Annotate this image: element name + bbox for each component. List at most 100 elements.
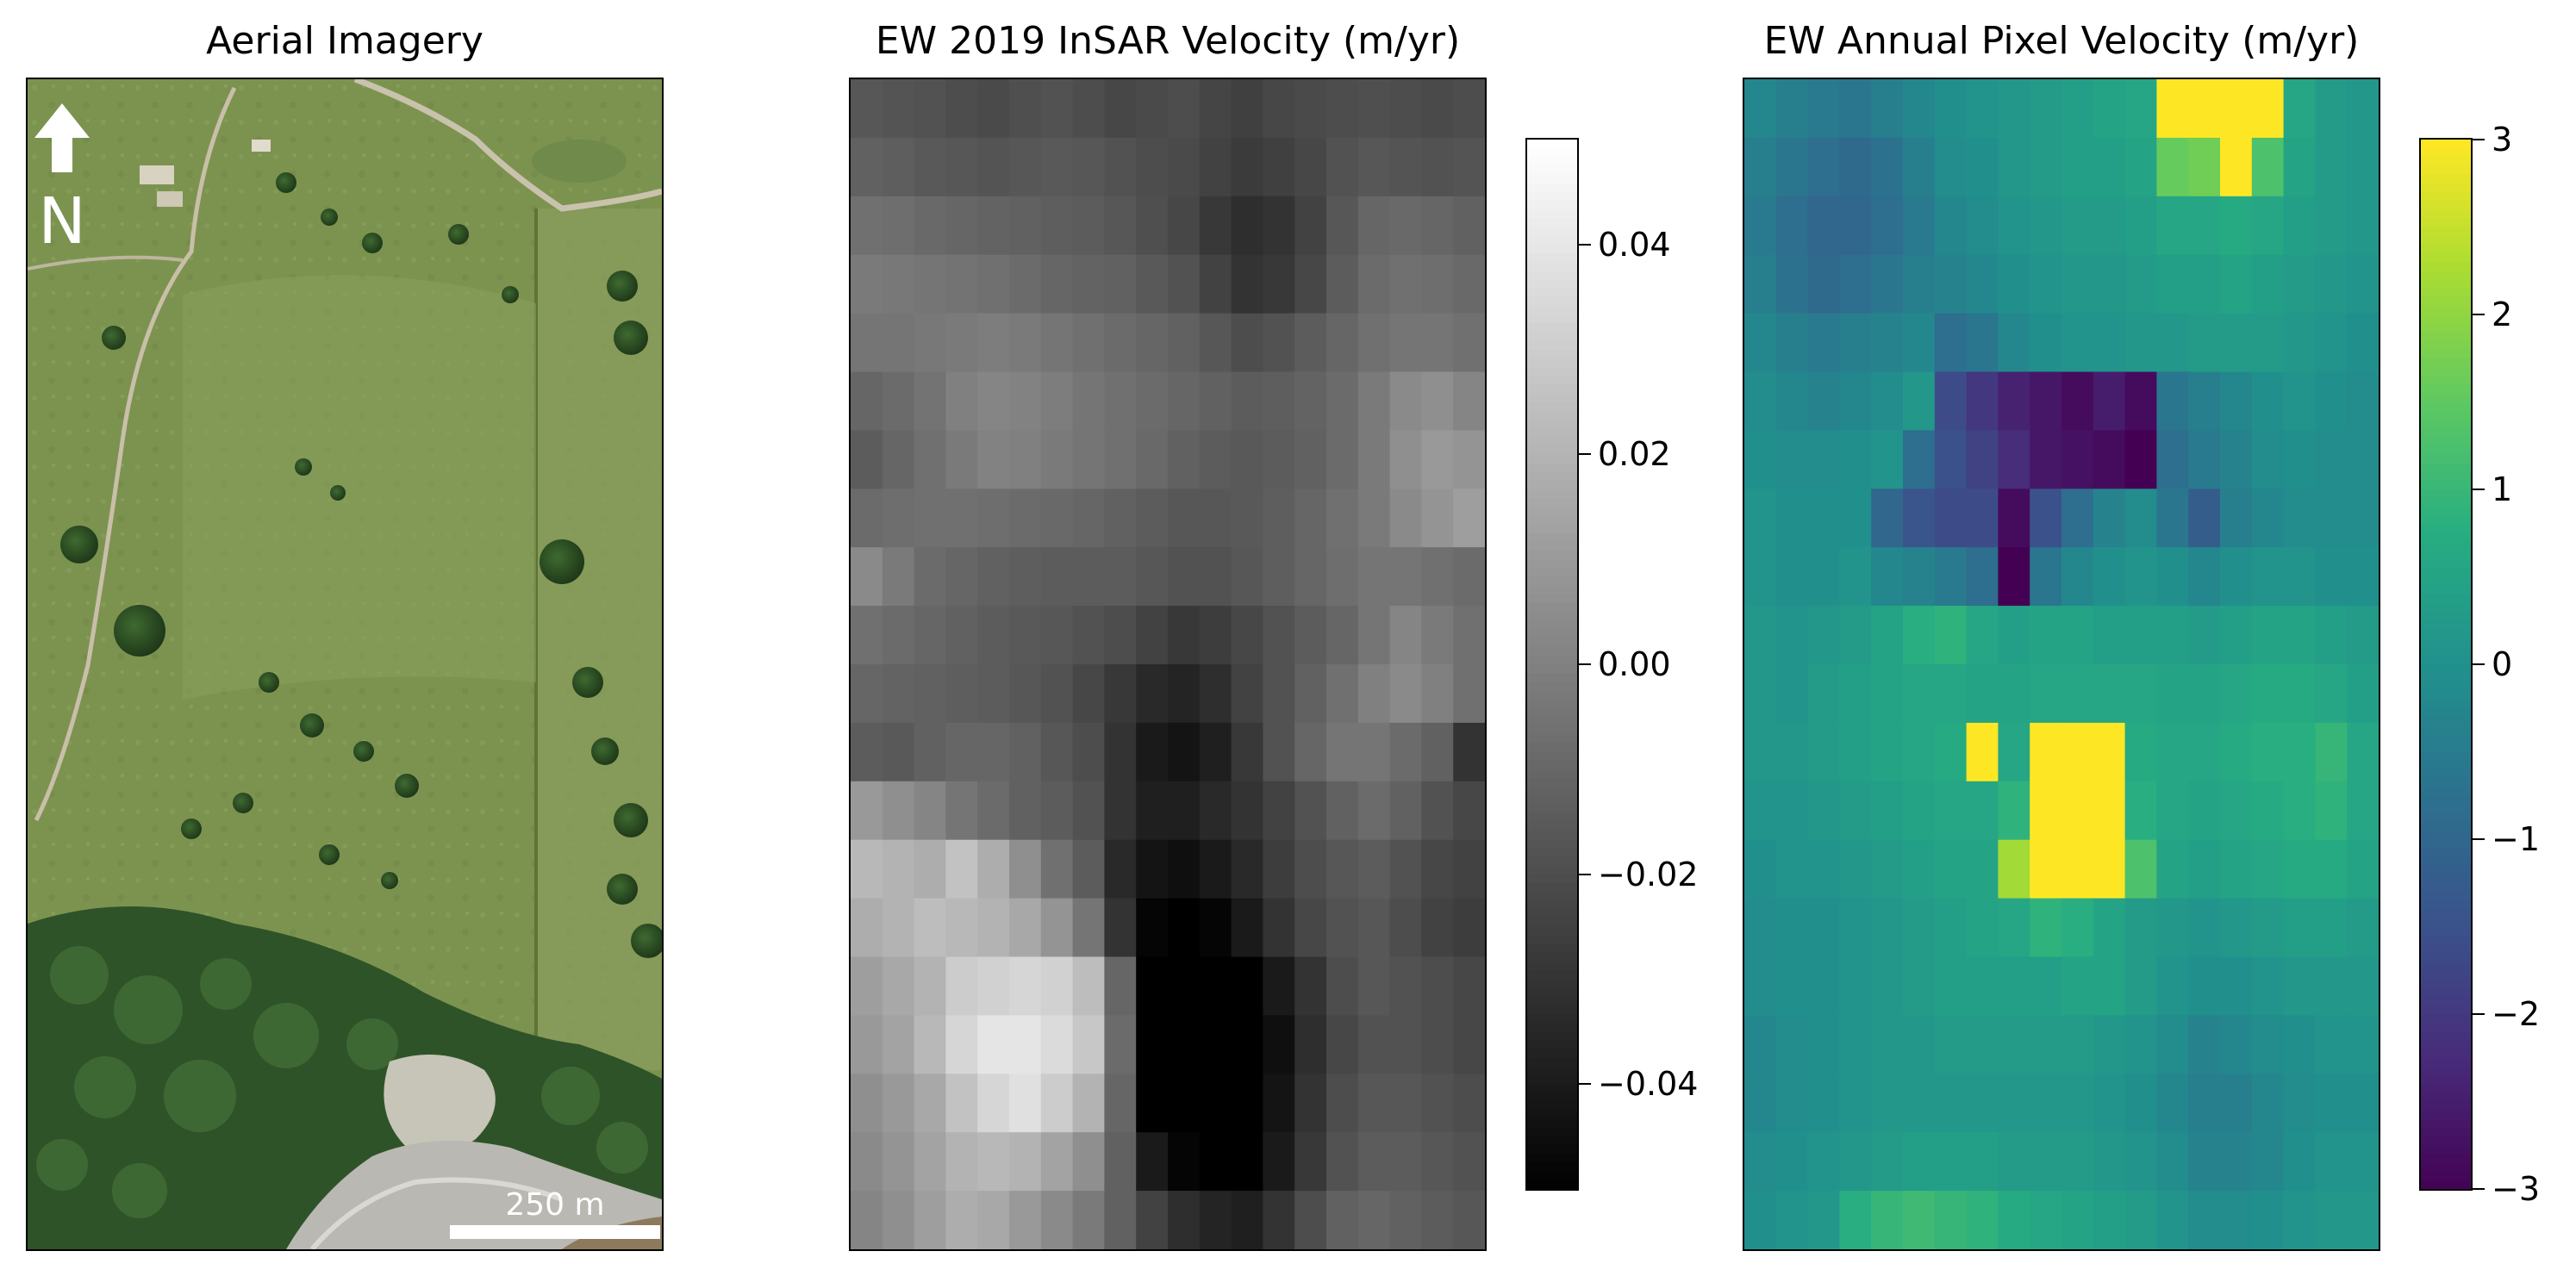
- heatmap-cell: [851, 898, 883, 958]
- heatmap-cell: [2030, 898, 2062, 958]
- heatmap-cell: [1294, 839, 1327, 899]
- heatmap-cell: [2061, 196, 2094, 256]
- heatmap-cell: [2188, 606, 2221, 665]
- colorbar-segment: [2421, 288, 2471, 298]
- heatmap-cell: [1839, 313, 1872, 373]
- heatmap-cell: [1421, 79, 1454, 139]
- heatmap-cell: [2188, 79, 2221, 139]
- heatmap-cell: [2124, 137, 2157, 197]
- heatmap-cell: [2347, 196, 2379, 256]
- heatmap-cell: [1934, 1191, 1968, 1249]
- heatmap-cell: [1389, 781, 1422, 841]
- heatmap-cell: [1357, 1191, 1391, 1249]
- colorbar-segment: [2421, 629, 2471, 639]
- heatmap-cell: [2315, 196, 2348, 256]
- heatmap-cell: [851, 1132, 883, 1192]
- colorbar-segment: [2421, 340, 2471, 351]
- heatmap-cell: [1839, 898, 1872, 958]
- colorbar-segment: [2421, 1075, 2471, 1086]
- heatmap-cell: [1040, 196, 1074, 256]
- heatmap-cell: [1744, 371, 1777, 431]
- heatmap-cell: [945, 722, 978, 782]
- scale-bar: [450, 1225, 660, 1239]
- heatmap-cell: [1807, 722, 1840, 782]
- colorbar-tick-label: 1: [2492, 470, 2513, 508]
- colorbar-segment: [1527, 1154, 1577, 1164]
- heatmap-cell: [1998, 547, 2030, 607]
- heatmap-cell: [1136, 839, 1169, 899]
- colorbar-segment: [2421, 1101, 2471, 1111]
- heatmap-cell: [914, 430, 946, 489]
- colorbar-segment: [1527, 524, 1577, 534]
- colorbar-segment: [1527, 848, 1577, 858]
- heatmap-cell: [1104, 898, 1137, 958]
- heatmap-cell: [1966, 839, 1999, 899]
- colorbar-segment: [2421, 532, 2471, 543]
- heatmap-cell: [1009, 1191, 1042, 1249]
- heatmap-cell: [882, 489, 915, 548]
- north-arrow-icon: [34, 103, 90, 172]
- heatmap-cell: [1231, 79, 1263, 139]
- heatmap-cell: [1839, 1074, 1872, 1133]
- heatmap-cell: [1040, 839, 1074, 899]
- colorbar-segment: [1527, 480, 1577, 490]
- heatmap-cell: [2061, 254, 2094, 314]
- heatmap-cell: [1357, 606, 1391, 665]
- heatmap-cell: [1040, 547, 1074, 607]
- heatmap-cell: [2093, 1074, 2126, 1133]
- heatmap-cell: [1199, 547, 1232, 607]
- heatmap-cell: [2156, 722, 2189, 782]
- colorbar-segment: [2421, 918, 2471, 928]
- heatmap-cell: [1934, 254, 1968, 314]
- heatmap-cell: [1326, 839, 1359, 899]
- heatmap-cell: [2220, 196, 2253, 256]
- heatmap-cell: [1998, 430, 2030, 489]
- heatmap-cell: [1871, 781, 1904, 841]
- heatmap-cell: [1326, 254, 1359, 314]
- colorbar-segment: [1527, 1014, 1577, 1024]
- heatmap-cell: [1934, 781, 1968, 841]
- heatmap-cell: [2061, 956, 2094, 1016]
- heatmap-cell: [2093, 196, 2126, 256]
- heatmap-cell: [945, 606, 978, 665]
- heatmap-cell: [2124, 781, 2157, 841]
- heatmap-cell: [2188, 781, 2221, 841]
- heatmap-cell: [2188, 254, 2221, 314]
- heatmap-cell: [2315, 1074, 2348, 1133]
- heatmap-cell: [2283, 79, 2316, 139]
- heatmap-cell: [1903, 722, 1936, 782]
- heatmap-cell: [1263, 606, 1295, 665]
- heatmap-cell: [1871, 371, 1904, 431]
- heatmap-cell: [977, 196, 1010, 256]
- heatmap-cell: [1357, 956, 1391, 1016]
- heatmap-cell: [882, 1015, 915, 1074]
- heatmap-cell: [1263, 313, 1295, 373]
- colorbar-segment: [2421, 751, 2471, 762]
- colorbar-segment: [1527, 1057, 1577, 1067]
- heatmap-cell: [1389, 606, 1422, 665]
- heatmap-cell: [1903, 956, 1936, 1016]
- heatmap-cell: [2315, 489, 2348, 548]
- heatmap-cell: [1072, 489, 1105, 548]
- heatmap-cell: [1966, 1015, 1999, 1074]
- heatmap-cell: [2188, 371, 2221, 431]
- heatmap-cell: [2093, 1132, 2126, 1192]
- colorbar-segment: [2421, 900, 2471, 911]
- heatmap-cell: [1389, 1191, 1422, 1249]
- heatmap-cell: [1807, 371, 1840, 431]
- heatmap-cell: [2251, 781, 2285, 841]
- heatmap-cell: [2124, 956, 2157, 1016]
- colorbar-segment: [2421, 551, 2471, 561]
- colorbar-segment: [1527, 1075, 1577, 1086]
- colorbar-segment: [2421, 987, 2471, 998]
- heatmap-cell: [1136, 371, 1169, 431]
- heatmap-cell: [2220, 79, 2253, 139]
- colorbar-segment: [1527, 157, 1577, 167]
- heatmap-cell: [2061, 489, 2094, 548]
- heatmap-cell: [1807, 430, 1840, 489]
- heatmap-cell: [1199, 956, 1232, 1016]
- colorbar-segment: [1527, 296, 1577, 307]
- colorbar-segment: [1527, 891, 1577, 902]
- heatmap-cell: [851, 839, 883, 899]
- insar-colorbar: [1525, 138, 1579, 1191]
